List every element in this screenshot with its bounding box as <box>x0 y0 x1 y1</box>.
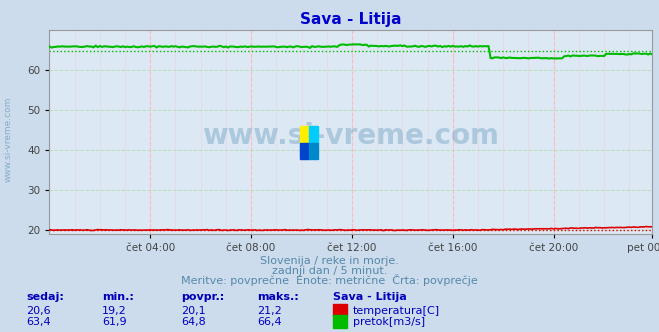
Text: zadnji dan / 5 minut.: zadnji dan / 5 minut. <box>272 266 387 276</box>
Text: min.:: min.: <box>102 292 134 302</box>
Text: www.si-vreme.com: www.si-vreme.com <box>202 122 500 150</box>
Text: maks.:: maks.: <box>257 292 299 302</box>
Text: 21,2: 21,2 <box>257 306 282 316</box>
Title: Sava - Litija: Sava - Litija <box>300 12 402 27</box>
Text: 63,4: 63,4 <box>26 317 51 327</box>
Text: pretok[m3/s]: pretok[m3/s] <box>353 317 424 327</box>
Text: 19,2: 19,2 <box>102 306 127 316</box>
Text: 61,9: 61,9 <box>102 317 127 327</box>
Text: 64,8: 64,8 <box>181 317 206 327</box>
Text: sedaj:: sedaj: <box>26 292 64 302</box>
Text: povpr.:: povpr.: <box>181 292 225 302</box>
Text: Slovenija / reke in morje.: Slovenija / reke in morje. <box>260 256 399 266</box>
Text: 20,6: 20,6 <box>26 306 51 316</box>
Text: temperatura[C]: temperatura[C] <box>353 306 440 316</box>
Text: 20,1: 20,1 <box>181 306 206 316</box>
Text: 66,4: 66,4 <box>257 317 281 327</box>
Text: Meritve: povprečne  Enote: metrične  Črta: povprečje: Meritve: povprečne Enote: metrične Črta:… <box>181 274 478 286</box>
Text: Sava - Litija: Sava - Litija <box>333 292 407 302</box>
Text: www.si-vreme.com: www.si-vreme.com <box>3 97 13 182</box>
